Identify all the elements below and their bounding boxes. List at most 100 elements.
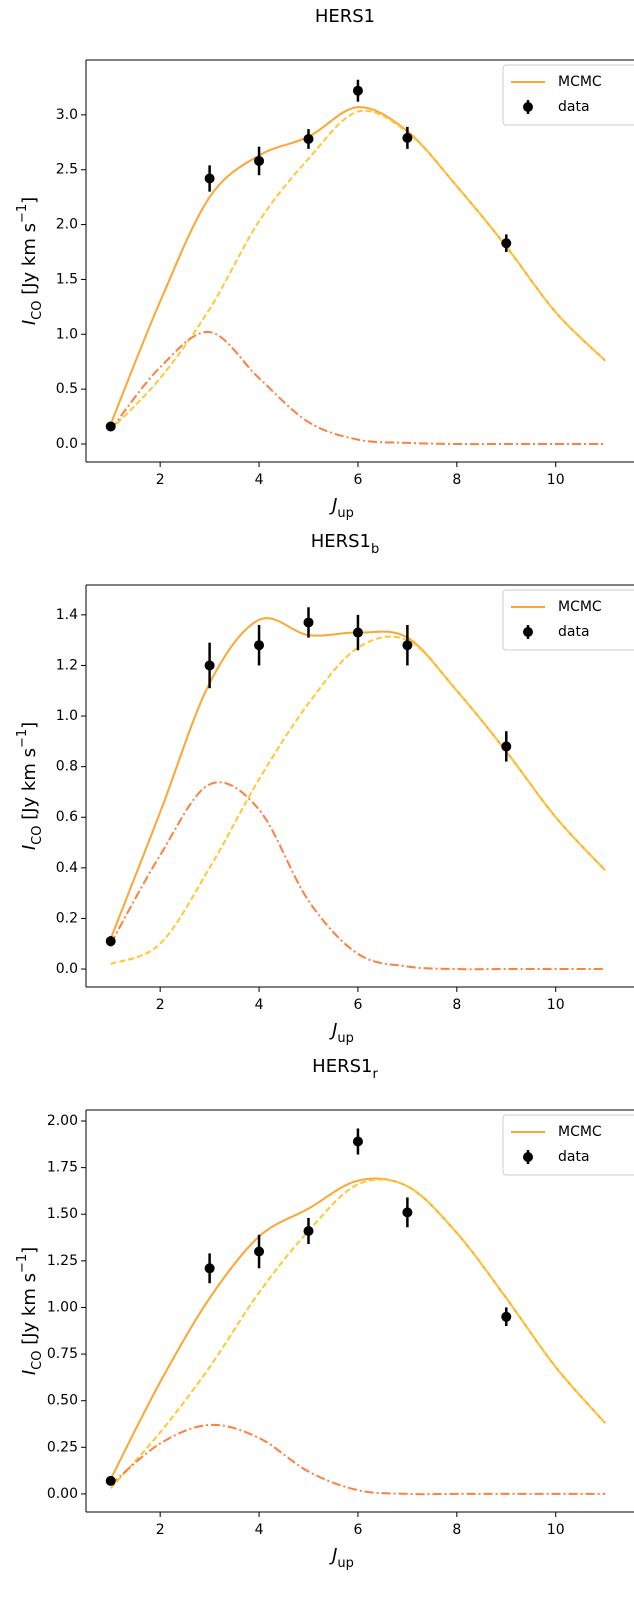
x-label-part: J xyxy=(329,495,337,516)
x-tick-label: 8 xyxy=(452,1522,461,1538)
y-tick-label: 0.0 xyxy=(56,961,78,977)
data-point xyxy=(105,936,116,947)
x-axis-label: Jup xyxy=(329,495,354,521)
x-tick-label: 6 xyxy=(353,472,362,488)
y-tick-label: 0.25 xyxy=(47,1439,78,1455)
data-point xyxy=(105,1475,116,1486)
x-axis-label: Jup xyxy=(329,1020,354,1046)
y-tick-label: 1.50 xyxy=(47,1206,78,1222)
model-curve xyxy=(109,1178,606,1489)
y-tick-label: 1.0 xyxy=(56,708,78,724)
x-tick-label: 2 xyxy=(156,1522,165,1538)
y-tick-label: 0.4 xyxy=(56,860,78,876)
legend-label: data xyxy=(558,99,590,115)
x-tick-label: 6 xyxy=(353,1522,362,1538)
panel-title: HERS1r xyxy=(312,1056,378,1082)
title-subscript: r xyxy=(372,1067,378,1082)
x-tick-label: 4 xyxy=(255,1522,264,1538)
y-tick-label: 0.00 xyxy=(47,1486,78,1502)
model-curve xyxy=(109,781,606,971)
x-label-part: up xyxy=(337,1556,354,1571)
legend-label: data xyxy=(558,1149,590,1165)
y-label-part: −1 xyxy=(15,1254,30,1273)
data-point xyxy=(204,173,215,184)
title-subscript: b xyxy=(371,542,379,557)
x-tick-label: 4 xyxy=(255,472,264,488)
panel: HERS1 2 4 6 8 10 0.0 0.5 1.0 1.5 2.0 2.5 3.0 Jup ICO [… xyxy=(15,6,634,521)
x-label-part: up xyxy=(337,1031,354,1046)
y-tick-label: 0.50 xyxy=(47,1393,78,1409)
data-point xyxy=(352,627,363,638)
y-tick-label: 2.5 xyxy=(56,162,78,178)
y-tick-label: 1.2 xyxy=(56,657,78,673)
y-label-part: I xyxy=(19,845,40,850)
x-label-part: J xyxy=(329,1020,337,1041)
y-label-part: [Jy km s xyxy=(19,223,40,300)
panel-title: HERS1b xyxy=(311,531,380,557)
title-text: HERS1 xyxy=(312,1056,372,1077)
y-axis-label: ICO [Jy km s−1] xyxy=(15,197,45,325)
y-label-part: CO xyxy=(30,826,45,845)
x-tick-label: 2 xyxy=(156,997,165,1013)
data-point xyxy=(254,1246,265,1257)
panel-title: HERS1 xyxy=(315,6,375,27)
y-axis-label: ICO [Jy km s−1] xyxy=(15,722,45,850)
x-tick-label: 4 xyxy=(255,997,264,1013)
panel: HERS1b 2 4 6 8 10 0.0 0.2 0.4 0.6 0.8 1.0 1.2 1.4 Jup I… xyxy=(15,531,634,1046)
data-point xyxy=(303,1226,314,1237)
legend-box xyxy=(502,1114,634,1176)
y-tick-label: 2.00 xyxy=(47,1113,78,1129)
data-point xyxy=(402,1207,413,1218)
y-label-part: −1 xyxy=(15,204,30,223)
y-axis-label: ICO [Jy km s−1] xyxy=(15,1247,45,1375)
y-label-part: CO xyxy=(30,301,45,320)
y-tick-label: 0.5 xyxy=(56,381,78,397)
model-curve xyxy=(110,1423,606,1496)
model-curve xyxy=(109,617,606,940)
model-curve xyxy=(110,109,606,431)
model-curve xyxy=(109,1177,606,1480)
y-tick-label: 3.0 xyxy=(56,107,78,123)
data-point xyxy=(204,1263,215,1274)
data-point xyxy=(352,85,363,96)
legend-label: MCMC xyxy=(558,599,602,615)
y-tick-label: 0.0 xyxy=(56,436,78,452)
y-tick-label: 0.8 xyxy=(56,759,78,775)
y-label-part: −1 xyxy=(15,729,30,748)
data-point xyxy=(105,421,116,432)
panel: HERS1r 2 4 6 8 10 0.00 0.25 0.50 0.75 1.00 1.25 1.50… xyxy=(15,1056,634,1571)
model-curve xyxy=(109,106,606,425)
x-tick-label: 2 xyxy=(156,472,165,488)
y-tick-label: 0.75 xyxy=(47,1346,78,1362)
data-point xyxy=(303,617,314,628)
y-tick-label: 1.00 xyxy=(47,1299,78,1315)
data-point xyxy=(254,155,265,166)
y-tick-label: 1.4 xyxy=(56,607,78,623)
legend-marker xyxy=(523,1152,533,1162)
y-label-part: CO xyxy=(30,1351,45,1370)
y-label-part: ] xyxy=(19,722,40,729)
model-curve xyxy=(109,331,606,446)
x-tick-label: 8 xyxy=(452,997,461,1013)
y-label-part: I xyxy=(19,320,40,325)
data-point xyxy=(402,132,413,143)
y-tick-label: 0.2 xyxy=(56,910,78,926)
legend-label: MCMC xyxy=(558,1124,602,1140)
data-point xyxy=(254,640,265,651)
y-label-part: ] xyxy=(19,197,40,204)
title-text: HERS1 xyxy=(311,531,371,552)
legend-label: MCMC xyxy=(558,74,602,90)
legend-label: data xyxy=(558,624,590,640)
model-curve xyxy=(110,635,606,965)
y-label-part: I xyxy=(19,1370,40,1375)
x-tick-label: 6 xyxy=(353,997,362,1013)
x-tick-label: 8 xyxy=(452,472,461,488)
x-tick-label: 10 xyxy=(547,472,565,488)
y-tick-label: 1.0 xyxy=(56,326,78,342)
x-tick-label: 10 xyxy=(547,1522,565,1538)
data-point xyxy=(204,660,215,671)
x-tick-label: 10 xyxy=(547,997,565,1013)
data-point xyxy=(402,640,413,651)
y-tick-label: 1.5 xyxy=(56,271,78,287)
